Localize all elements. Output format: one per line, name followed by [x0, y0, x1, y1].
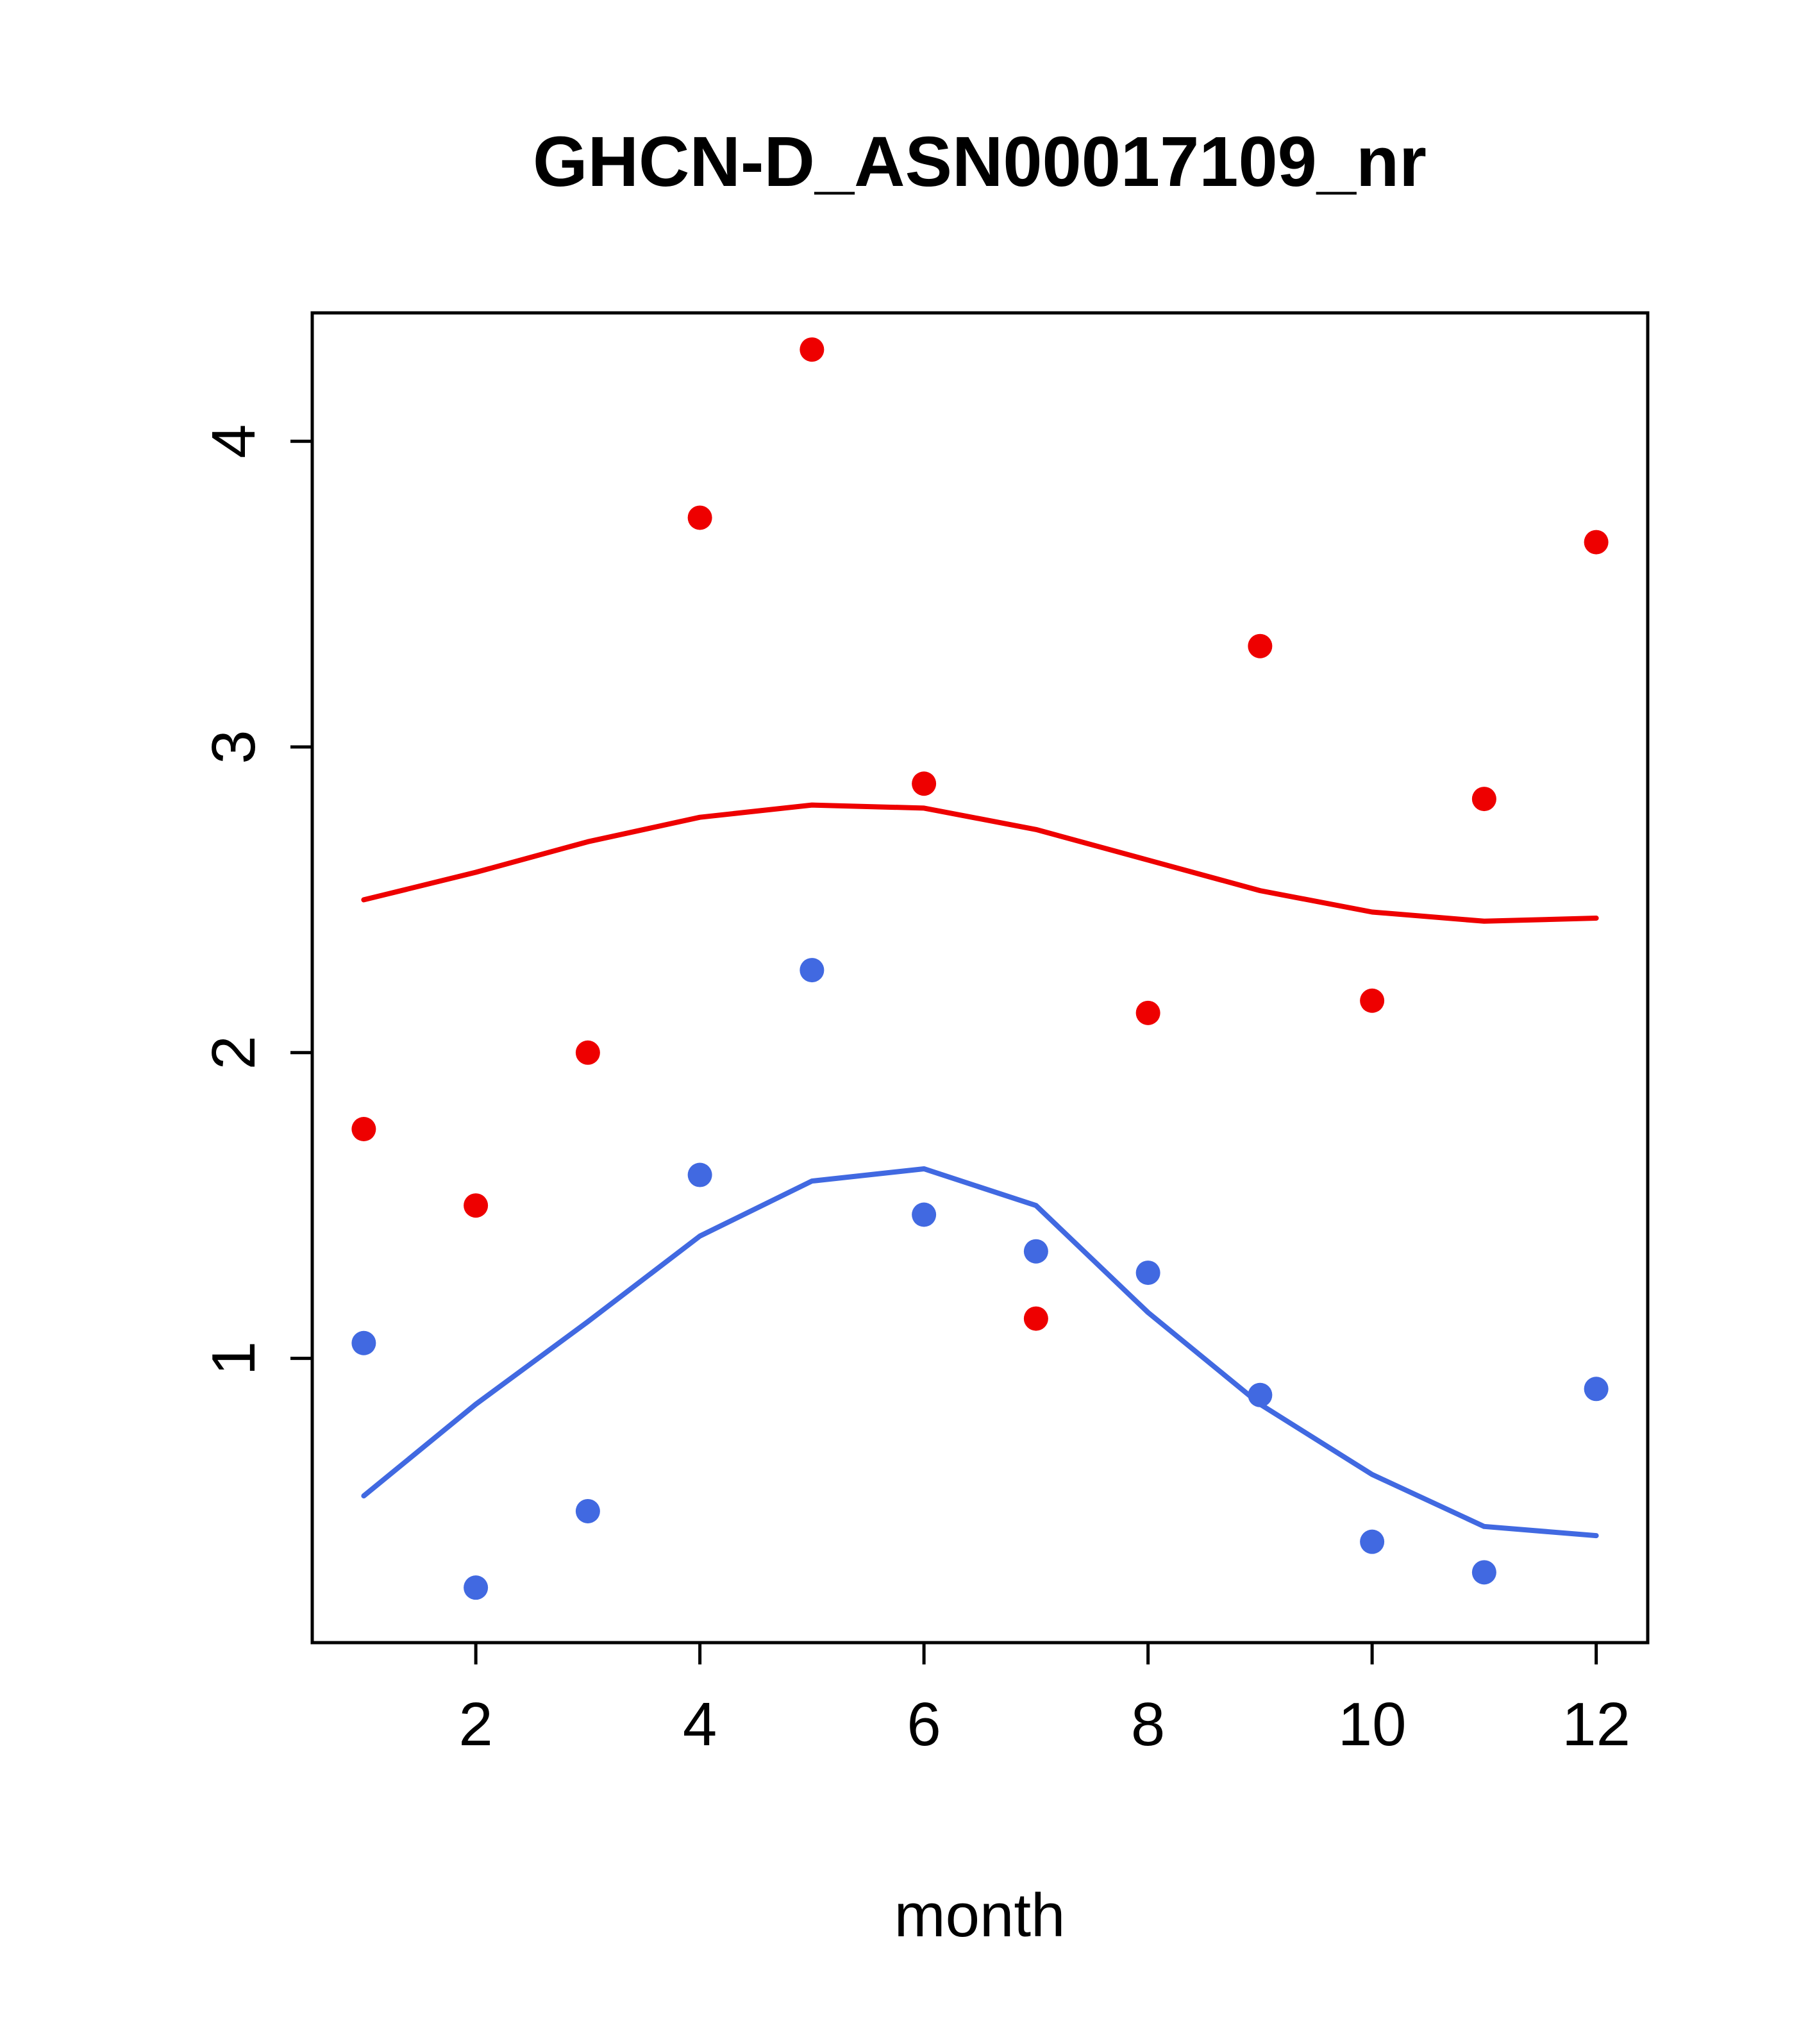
- x-tick-label: 10: [1338, 1690, 1407, 1759]
- red-smooth-line: [361, 802, 1599, 924]
- red-point: [351, 1117, 376, 1142]
- plot-border: [310, 311, 1650, 1645]
- x-tick-label: 8: [1131, 1690, 1165, 1759]
- blue-point: [575, 1498, 600, 1523]
- y-tick-label: 4: [199, 424, 268, 458]
- y-tick-label: 3: [199, 730, 268, 764]
- x-tick-label: 4: [683, 1690, 717, 1759]
- blue-point: [687, 1162, 712, 1187]
- blue-point: [1360, 1529, 1385, 1554]
- blue-point: [1248, 1382, 1273, 1407]
- x-tick-label: 2: [458, 1690, 492, 1759]
- blue-point: [1023, 1239, 1048, 1264]
- red-point: [1135, 1000, 1160, 1025]
- red-point: [464, 1193, 489, 1218]
- red-point: [800, 337, 825, 362]
- y-tick-label: 2: [199, 1035, 268, 1069]
- x-tick-label: 12: [1562, 1690, 1630, 1759]
- blue-point: [1584, 1377, 1609, 1402]
- red-point: [1248, 633, 1273, 658]
- blue-point: [912, 1202, 937, 1227]
- red-point: [1023, 1306, 1048, 1331]
- blue-smooth-line: [361, 1166, 1599, 1539]
- y-tick-label: 1: [199, 1341, 268, 1375]
- blue-point: [351, 1330, 376, 1355]
- x-tick-label: 6: [907, 1690, 941, 1759]
- blue-point: [464, 1575, 489, 1600]
- chart-title: GHCN-D_ASN00017109_nr: [533, 122, 1427, 201]
- red-point: [687, 505, 712, 530]
- red-point: [912, 771, 937, 796]
- red-point: [1360, 988, 1385, 1013]
- blue-point: [1135, 1261, 1160, 1286]
- x-axis-label: month: [894, 1881, 1066, 1950]
- red-point: [575, 1040, 600, 1065]
- red-point: [1471, 787, 1496, 812]
- red-point: [1584, 530, 1609, 555]
- blue-point: [800, 958, 825, 983]
- blue-point: [1471, 1560, 1496, 1585]
